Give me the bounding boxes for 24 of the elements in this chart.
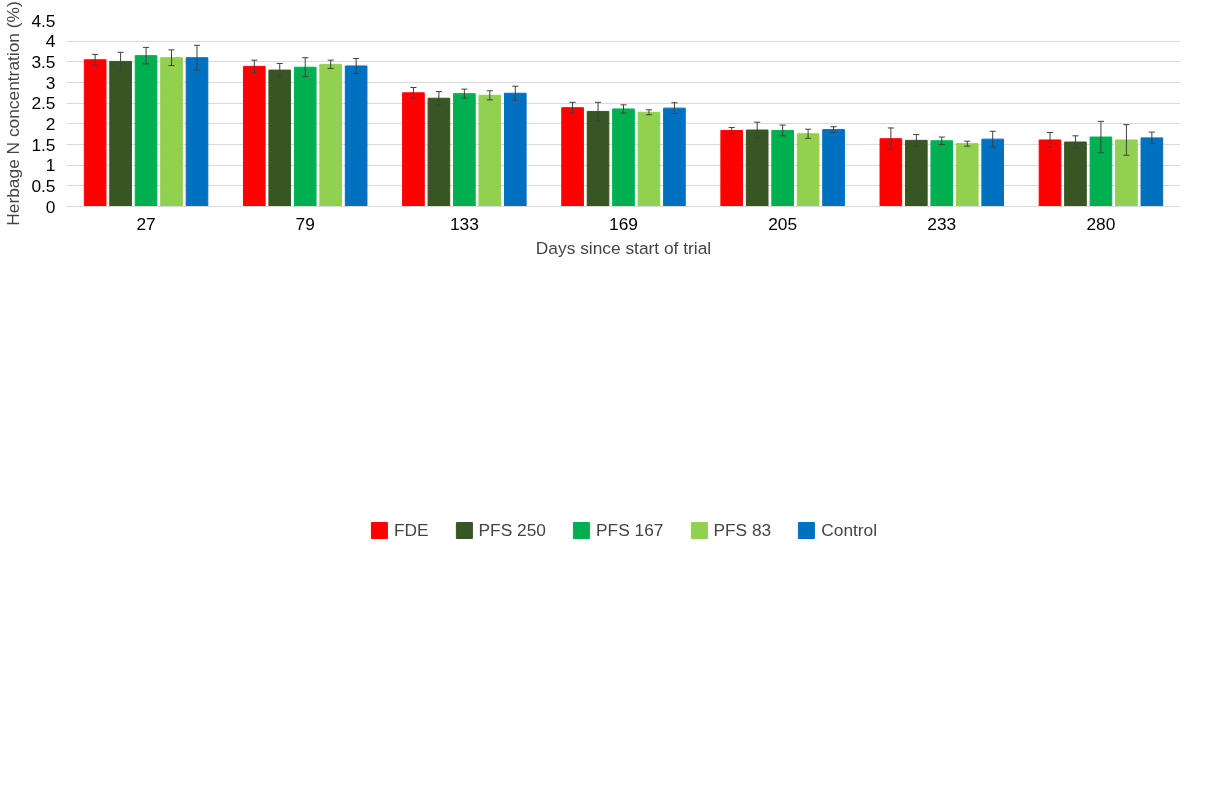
x-tick-label: 205 xyxy=(768,213,798,234)
x-tick-label: 169 xyxy=(609,213,638,234)
y-tick-label: 0 xyxy=(45,196,56,217)
x-tick-label: 27 xyxy=(136,213,156,234)
x-axis-title: Days since start of trial xyxy=(535,237,712,258)
legend-label: PFS 167 xyxy=(596,519,664,541)
y-tick-label: 3.5 xyxy=(31,51,56,72)
x-tick-label: 133 xyxy=(449,213,479,234)
legend-label: FDE xyxy=(393,519,429,541)
y-tick-label: 4 xyxy=(45,31,56,52)
legend-label: Control xyxy=(821,519,878,541)
legend-label: PFS 250 xyxy=(478,519,546,541)
x-tick-label: 280 xyxy=(1086,213,1116,234)
y-tick-label: 3 xyxy=(45,72,56,93)
y-tick-label: 1 xyxy=(45,155,56,176)
y-tick-label: 1.5 xyxy=(31,134,56,155)
y-tick-label: 2 xyxy=(45,113,56,134)
y-tick-label: 0.5 xyxy=(31,175,56,196)
legend-label: PFS 83 xyxy=(713,519,772,541)
x-tick-label: 233 xyxy=(927,213,957,234)
y-axis-title: Herbage N concentration (%) xyxy=(3,1,24,226)
x-tick-label: 79 xyxy=(295,213,315,234)
y-tick-label: 2.5 xyxy=(31,93,56,114)
y-tick-label: 4.5 xyxy=(31,10,56,31)
